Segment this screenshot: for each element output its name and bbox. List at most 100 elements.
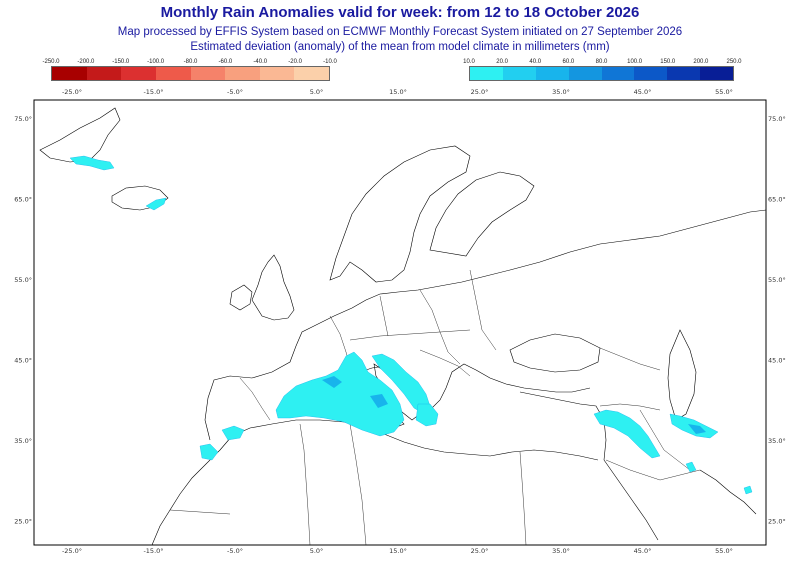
longitude-label: -25.0° bbox=[62, 88, 82, 96]
positive-color-step-2 bbox=[535, 67, 569, 80]
latitude-label: 75.0° bbox=[14, 115, 32, 123]
moderate-anomaly-areas bbox=[322, 376, 706, 434]
longitude-label: 25.0° bbox=[471, 547, 489, 555]
latitude-label: 45.0° bbox=[14, 357, 32, 365]
anomaly-western-mediterranean bbox=[275, 351, 405, 437]
latitude-label: 25.0° bbox=[768, 518, 786, 526]
border-saudi bbox=[605, 459, 701, 481]
negative-scale-label: -80.0 bbox=[183, 59, 198, 65]
negative-color-step-7 bbox=[294, 67, 329, 80]
positive-scale-label: 100.0 bbox=[627, 59, 643, 65]
border-central-europe bbox=[349, 329, 471, 341]
border-north-africa-1 bbox=[299, 423, 311, 546]
ireland-outline bbox=[229, 284, 253, 311]
persian-gulf-coast bbox=[699, 469, 757, 515]
negative-scale-label: -200.0 bbox=[77, 59, 95, 65]
negative-color-step-6 bbox=[259, 67, 295, 80]
latitude-label: 55.0° bbox=[14, 276, 32, 284]
longitude-label: 55.0° bbox=[715, 547, 733, 555]
positive-color-step-0 bbox=[470, 67, 503, 80]
longitude-label: 35.0° bbox=[552, 88, 570, 96]
anomaly-eastern-turkey bbox=[593, 409, 661, 459]
negative-scale-label: -250.0 bbox=[42, 59, 60, 65]
anomaly-caspian-core bbox=[688, 424, 706, 434]
anomaly-iran bbox=[685, 461, 697, 473]
positive-color-step-5 bbox=[634, 67, 668, 80]
anomaly-morocco-coast bbox=[199, 443, 219, 461]
positive-scale-label: 20.0 bbox=[496, 59, 508, 65]
border-eastern-europe bbox=[419, 289, 461, 365]
border-iberia bbox=[239, 377, 271, 421]
anatolia-levant-coast bbox=[519, 391, 607, 461]
positive-color-step-4 bbox=[601, 67, 635, 80]
negative-color-step-4 bbox=[190, 67, 226, 80]
scandinavia-outline bbox=[329, 145, 471, 283]
positive-color-step-1 bbox=[502, 67, 536, 80]
country-borders bbox=[169, 269, 701, 546]
latitude-labels-right: 75.0° 65.0° 55.0° 45.0° 35.0° 25.0° bbox=[768, 115, 786, 526]
longitude-labels-bottom: -25.0° -15.0° -5.0° 5.0° 15.0° 25.0° 35.0° 45.0… bbox=[62, 547, 733, 555]
map-subtitle-description: Estimated deviation (anomaly) of the mea… bbox=[190, 41, 610, 53]
longitude-label: -5.0° bbox=[227, 547, 243, 555]
border-western-sahara bbox=[169, 509, 231, 515]
negative-scale-label: -20.0 bbox=[288, 59, 302, 65]
positive-scale-label: 200.0 bbox=[693, 59, 709, 65]
negative-scale-label: -10.0 bbox=[323, 59, 337, 65]
north-africa-coast bbox=[231, 419, 599, 461]
map-title: Monthly Rain Anomalies valid for week: f… bbox=[160, 4, 640, 21]
negative-color-step-1 bbox=[86, 67, 122, 80]
positive-color-step-7 bbox=[700, 67, 733, 80]
positive-color-step-3 bbox=[568, 67, 602, 80]
positive-scale-label: 60.0 bbox=[562, 59, 575, 65]
anomaly-ionian bbox=[415, 403, 439, 427]
border-iraq-iran bbox=[639, 409, 691, 471]
latitude-labels-left: 75.0° 65.0° 55.0° 45.0° 35.0° 25.0° bbox=[14, 115, 32, 526]
negative-scale-labels: -250.0 -200.0 -150.0 -100.0 -80.0 -60.0 -40.0 -… bbox=[42, 59, 336, 67]
anomaly-iceland-east bbox=[145, 197, 167, 211]
latitude-label: 45.0° bbox=[768, 357, 786, 365]
border-turkey-middle-east bbox=[599, 403, 661, 411]
positive-scale-label: 10.0 bbox=[463, 59, 475, 65]
border-balkans bbox=[419, 349, 471, 377]
great-britain-outline bbox=[251, 254, 295, 321]
longitude-label: 5.0° bbox=[310, 88, 324, 96]
negative-color-step-0 bbox=[52, 67, 87, 80]
latitude-label: 65.0° bbox=[14, 196, 32, 204]
red-sea-coast bbox=[603, 459, 659, 541]
map-frame bbox=[33, 99, 767, 546]
longitude-label: -15.0° bbox=[143, 88, 163, 96]
anomaly-greenland-coast bbox=[69, 155, 115, 171]
longitude-labels-top: -25.0° -15.0° -5.0° 5.0° 15.0° 25.0° 35.0° 45.0… bbox=[62, 88, 733, 96]
negative-scale-label: -40.0 bbox=[253, 59, 268, 65]
negative-scale-label: -100.0 bbox=[147, 59, 165, 65]
longitude-label: 45.0° bbox=[634, 88, 652, 96]
border-russia-west bbox=[469, 269, 497, 351]
longitude-label: 45.0° bbox=[634, 547, 652, 555]
longitude-label: -25.0° bbox=[62, 547, 82, 555]
positive-color-step-6 bbox=[667, 67, 701, 80]
border-libya-egypt bbox=[519, 451, 527, 546]
latitude-label: 25.0° bbox=[14, 518, 32, 526]
anomaly-gibraltar bbox=[221, 425, 245, 441]
border-caucasus bbox=[599, 347, 661, 371]
mainland-coastline bbox=[204, 209, 767, 441]
black-sea-outline bbox=[509, 333, 601, 373]
negative-scale-label: -150.0 bbox=[112, 59, 130, 65]
longitude-label: 5.0° bbox=[310, 547, 324, 555]
latitude-label: 35.0° bbox=[14, 437, 32, 445]
positive-scale-label: 80.0 bbox=[595, 59, 608, 65]
map-subtitle-processing: Map processed by EFFIS System based on E… bbox=[117, 26, 683, 38]
positive-scale-labels: 10.0 20.0 40.0 60.0 80.0 100.0 150.0 200.0 250.0 bbox=[463, 59, 741, 67]
negative-color-step-3 bbox=[155, 67, 191, 80]
longitude-label: -5.0° bbox=[227, 88, 243, 96]
latitude-label: 75.0° bbox=[768, 115, 786, 123]
positive-scale-label: 150.0 bbox=[660, 59, 676, 65]
latitude-label: 65.0° bbox=[768, 196, 786, 204]
anomaly-tyrrhenian bbox=[370, 394, 388, 408]
longitude-label: 15.0° bbox=[389, 547, 407, 555]
negative-color-step-2 bbox=[121, 67, 156, 80]
positive-anomaly-colorbar bbox=[469, 66, 734, 81]
positive-scale-label: 40.0 bbox=[529, 59, 542, 65]
greenland-outline bbox=[39, 107, 121, 163]
